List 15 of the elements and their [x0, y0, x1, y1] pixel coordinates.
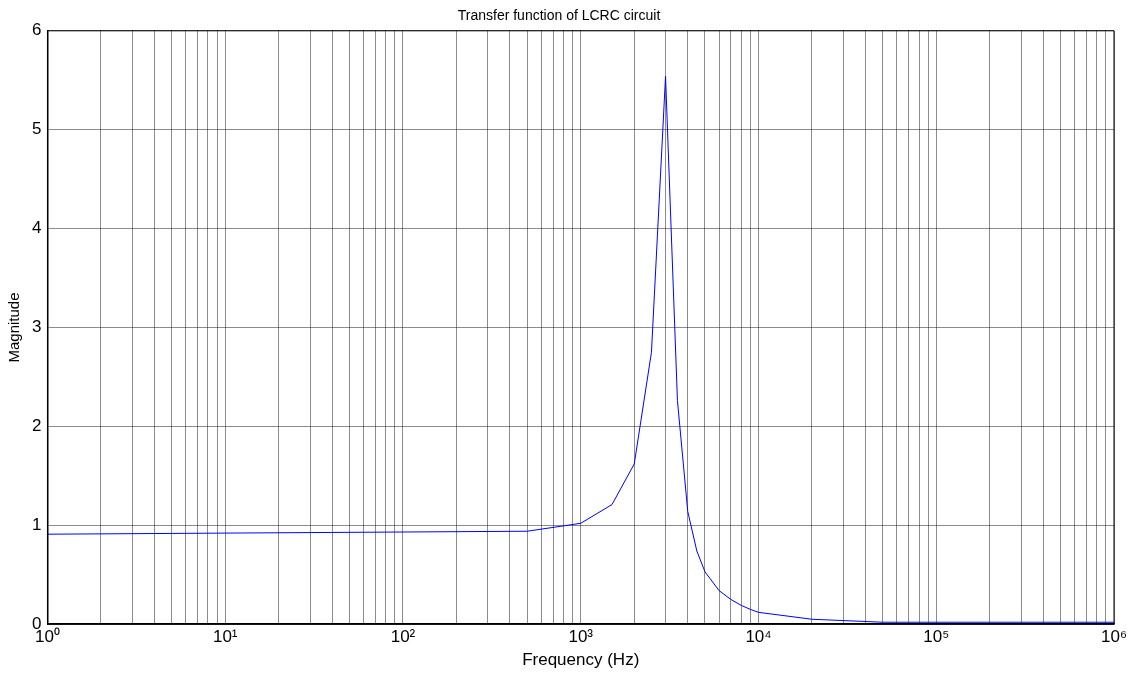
x-axis-title: Frequency (Hz) [522, 650, 640, 670]
x-tick-label: 10¹ [212, 627, 238, 647]
y-tick-label: 5 [31, 119, 42, 139]
y-tick-label: 6 [31, 20, 42, 40]
x-tick-label: 10⁵ [923, 627, 950, 647]
y-axis-title: Magnitude [5, 292, 23, 363]
y-tick-label: 1 [31, 514, 42, 534]
y-tick-label: 2 [31, 416, 42, 436]
x-tick-label: 10³ [568, 627, 594, 647]
chart-title: Transfer function of LCRC circuit [457, 7, 661, 24]
y-tick-label: 4 [31, 218, 42, 238]
x-tick-label: 10⁴ [745, 627, 772, 647]
x-tick-label: 10² [390, 627, 416, 647]
y-tick-label: 3 [31, 317, 42, 337]
x-tick-label: 10⁶ [1101, 627, 1127, 647]
